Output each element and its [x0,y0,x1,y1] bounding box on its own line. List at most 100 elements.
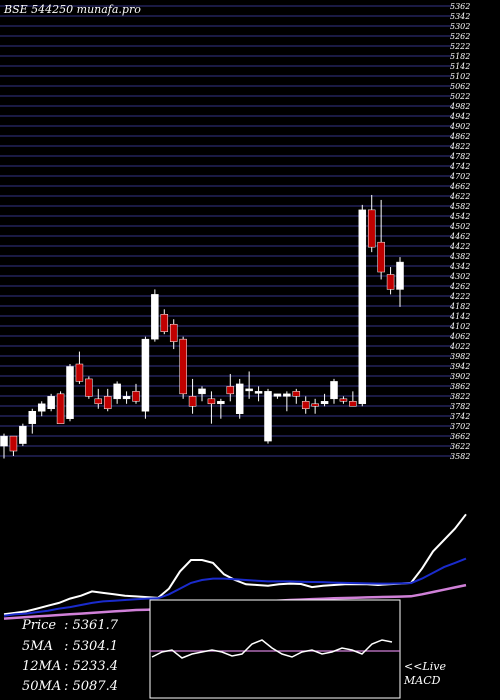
y-tick-label: 4582 [449,202,470,211]
candle-body [245,388,253,392]
candle-body [94,398,103,405]
macd-line [151,639,393,659]
y-tick-label: 5182 [450,52,470,61]
y-tick-label: 4062 [449,332,470,341]
candle-body [66,366,74,419]
candle-body [320,401,329,405]
candle-body [132,391,140,402]
y-tick-label: 5142 [450,62,470,71]
y-tick-label: 4462 [449,232,470,241]
y-tick-label: 3822 [450,392,470,401]
y-tick-label: 4142 [449,312,470,321]
y-tick-label: 5262 [450,32,470,41]
y-tick-label: 3582 [450,452,470,461]
candle-body [349,401,357,407]
candle-body [169,323,178,342]
candle-body [188,396,197,407]
candle-body [339,398,348,402]
y-tick-label: 4742 [449,162,470,171]
y-tick-label: 4822 [449,142,470,151]
ma_mid-line [3,557,467,617]
candle-body [19,425,27,444]
candle-body [386,274,395,290]
y-tick-label: 3622 [450,442,470,451]
y-tick-label: 4102 [449,322,470,331]
macd-live-label: <<Live [404,660,446,673]
candle-body [358,209,367,405]
y-tick-label: 4622 [449,192,470,201]
candle-body [47,396,55,410]
candle-body [311,403,319,407]
y-tick-label: 3982 [450,352,470,361]
candle-body [283,393,291,397]
candle-body [141,338,150,412]
candle-body [264,391,272,442]
candle-body [122,396,131,400]
ma50-label: 50MA [22,679,61,694]
candle-body [330,381,338,400]
ma5-value: : 5304.1 [64,639,118,654]
price-label: Price [21,618,56,633]
y-tick-label: 3942 [450,362,470,371]
candle-body [75,363,84,382]
candle-body [207,398,216,405]
y-tick-label: 4342 [449,262,470,271]
y-tick-label: 5342 [450,12,470,21]
y-tick-label: 4862 [449,132,470,141]
candle-body [254,391,263,394]
candle-body [151,294,159,340]
candle-body [113,383,121,400]
y-tick-label: 3862 [450,382,470,391]
y-tick-label: 4022 [449,342,470,351]
candle-body [217,401,225,405]
candle-body [235,383,244,414]
y-tick-label: 4902 [449,122,470,131]
ma5-label: 5MA [22,639,53,654]
price-info-block: Price : 5361.7 5MA : 5304.1 12MA : 5233.… [21,618,119,694]
candle-body [85,378,93,397]
y-tick-label: 4182 [449,302,470,311]
y-tick-label: 3902 [450,372,470,381]
candle-body [367,209,376,248]
y-tick-label: 5302 [450,22,470,31]
y-tick-label: 5362 [450,2,470,11]
candle-body [9,435,18,452]
ma12-label: 12MA [22,659,61,674]
ma12-value: : 5233.4 [64,659,118,674]
candle-body [37,403,46,412]
ma50-value: : 5087.4 [64,679,118,694]
candlestick-series [0,194,404,459]
y-tick-label: 5222 [450,42,470,51]
candle-body [396,261,404,290]
y-tick-label: 3662 [450,432,470,441]
y-axis-labels: 5362534253025262522251825142510250625022… [449,2,470,461]
candle-body [160,314,169,332]
candle-body [28,410,37,424]
price-value: : 5361.7 [64,618,119,633]
y-tick-label: 5062 [450,82,470,91]
candle-body [0,435,8,447]
y-tick-label: 4982 [449,102,470,111]
candle-body [198,388,206,395]
y-tick-label: 4942 [449,112,470,121]
y-tick-label: 4782 [449,152,470,161]
y-tick-label: 5102 [450,72,470,81]
y-tick-label: 5022 [450,92,470,101]
y-tick-label: 4262 [449,282,470,291]
y-tick-label: 4222 [449,292,470,301]
macd-label: MACD [403,674,441,687]
y-tick-label: 4702 [449,172,470,181]
candle-body [301,401,310,410]
y-tick-label: 4502 [449,222,470,231]
y-tick-label: 4302 [449,272,470,281]
y-tick-label: 3702 [450,422,470,431]
y-tick-label: 3782 [450,402,470,411]
y-tick-label: 4382 [449,252,470,261]
candle-body [103,396,112,410]
macd-panel [149,599,401,699]
y-tick-label: 3742 [450,412,470,421]
candle-body [56,393,65,424]
y-tick-label: 4422 [449,242,470,251]
